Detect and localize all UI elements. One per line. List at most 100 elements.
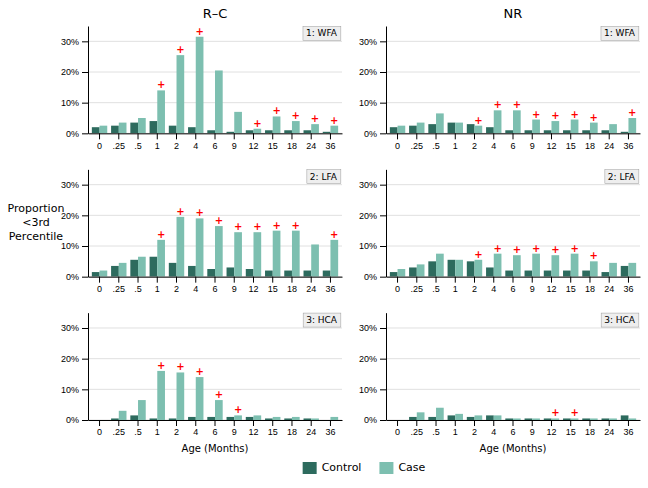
annotation: +: [570, 109, 578, 120]
x-tick-label: 0: [395, 427, 400, 437]
x-tick-mark: [118, 133, 119, 139]
y-tick-mark: [380, 328, 386, 329]
x-tick-label: .25: [411, 427, 424, 437]
x-tick-mark: [138, 420, 139, 426]
bar: [525, 271, 533, 277]
x-tick: 2: [174, 133, 179, 150]
bar: [602, 418, 610, 420]
x-tick: 4: [491, 133, 496, 150]
x-tick: 24: [306, 420, 316, 437]
x-tick-mark: [609, 277, 610, 283]
x-tick-label: 24: [306, 284, 316, 294]
x-tick-mark: [397, 133, 398, 139]
annotation: +: [272, 105, 280, 116]
x-tick: 24: [604, 133, 614, 150]
x-tick-mark: [253, 277, 254, 283]
y-axis: 0%10%20%30%: [359, 27, 387, 139]
x-tick: 6: [212, 420, 217, 437]
grid: [88, 185, 342, 277]
bar: [188, 417, 196, 420]
bar: [563, 271, 571, 277]
bars: [390, 254, 636, 277]
bar: [628, 118, 636, 133]
x-tick: 2: [174, 277, 179, 294]
bar: [582, 271, 590, 277]
x-tick-mark: [330, 133, 331, 139]
annotation: +: [330, 229, 338, 240]
grid-line: [386, 389, 640, 390]
panel-label-box: [307, 170, 341, 184]
x-tick-mark: [253, 420, 254, 426]
y-tick-mark: [380, 133, 386, 134]
x-tick-mark: [532, 277, 533, 283]
bar: [111, 126, 119, 134]
bar: [284, 418, 292, 420]
panel-label-box: [303, 313, 341, 327]
y-tick-mark: [82, 133, 88, 134]
x-tick-label: .25: [113, 141, 126, 151]
x-tick-mark: [118, 277, 119, 283]
y-tick-mark: [380, 185, 386, 186]
x-tick: 9: [530, 420, 535, 437]
x-tick: 1: [453, 420, 458, 437]
bar: [513, 255, 521, 276]
x-tick-label: .5: [432, 284, 440, 294]
y-axis-title: <3rd: [22, 216, 50, 229]
bar: [246, 130, 254, 133]
y-axis-line: [386, 313, 387, 420]
x-tick: 12: [248, 277, 258, 294]
y-tick: 30%: [61, 180, 88, 190]
x-tick-label: 2: [174, 141, 179, 151]
x-tick: 18: [287, 133, 297, 150]
y-tick-mark: [380, 72, 386, 73]
y-tick-label: 0%: [364, 272, 377, 282]
annotation: +: [195, 207, 203, 218]
y-tick-mark: [82, 185, 88, 186]
bar: [628, 418, 636, 420]
x-tick: 4: [491, 277, 496, 294]
panel-label: 1: WFA: [601, 26, 639, 40]
grid: [88, 328, 342, 420]
x-tick-mark: [551, 420, 552, 426]
bar: [227, 132, 235, 134]
bar: [551, 418, 559, 420]
y-tick-label: 20%: [359, 211, 377, 221]
bar: [494, 254, 502, 277]
x-tick-label: 1: [453, 141, 458, 151]
x-tick: 0: [395, 133, 400, 150]
x-tick-mark: [628, 420, 629, 426]
x-tick: 36: [623, 420, 633, 437]
bar: [311, 418, 319, 420]
x-tick-label: 24: [306, 141, 316, 151]
bar: [111, 266, 119, 277]
x-tick-mark: [99, 277, 100, 283]
annotations: +++++++++: [157, 206, 339, 240]
bar: [602, 130, 610, 133]
x-tick-label: 0: [395, 284, 400, 294]
x-axis: 0.25.5124691215182436: [89, 277, 343, 294]
bar: [571, 120, 579, 134]
x-tick: .5: [432, 133, 440, 150]
bar: [138, 118, 146, 133]
x-tick: 12: [546, 277, 556, 294]
annotations: +++++++: [474, 243, 598, 262]
x-tick-label: 1: [453, 427, 458, 437]
bar: [265, 271, 273, 277]
annotation: +: [215, 215, 223, 226]
bar: [330, 240, 338, 277]
x-tick: 18: [585, 133, 595, 150]
y-tick-mark: [82, 359, 88, 360]
bar: [455, 414, 463, 420]
y-tick-label: 20%: [359, 67, 377, 77]
grid: [386, 185, 640, 277]
x-tick-label: 1: [155, 141, 160, 151]
bar: [207, 417, 215, 420]
x-tick: 9: [232, 277, 237, 294]
bar: [486, 415, 494, 420]
annotations: +++++: [157, 360, 242, 415]
x-tick: .25: [411, 420, 424, 437]
x-tick-label: 18: [287, 284, 297, 294]
bar: [234, 415, 242, 420]
y-tick: 20%: [61, 354, 88, 364]
bar: [571, 254, 579, 277]
